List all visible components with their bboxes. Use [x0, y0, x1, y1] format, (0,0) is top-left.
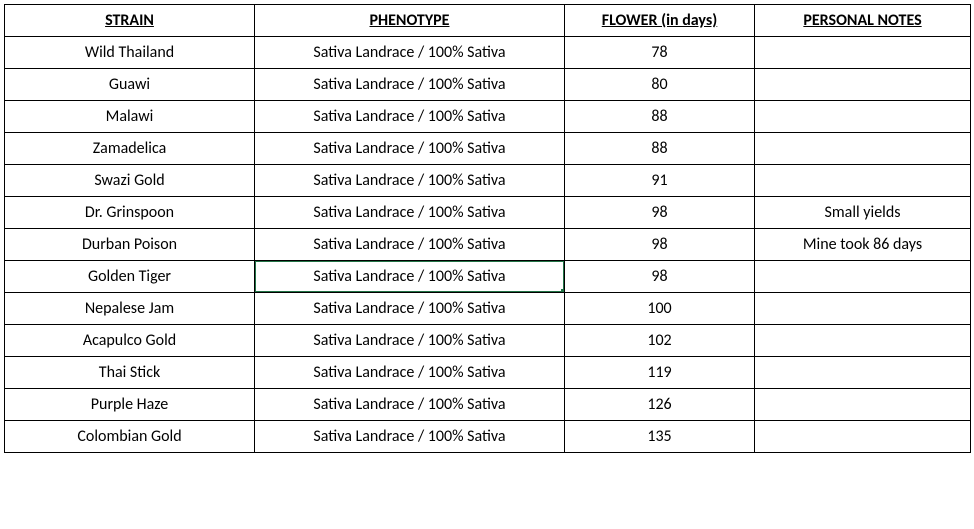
cell-phenotype[interactable]: Sativa Landrace / 100% Sativa [255, 133, 565, 165]
table-row: Acapulco Gold Sativa Landrace / 100% Sat… [5, 325, 971, 357]
cell-strain[interactable]: Colombian Gold [5, 421, 255, 453]
table-row: Malawi Sativa Landrace / 100% Sativa 88 [5, 101, 971, 133]
cell-notes[interactable]: Mine took 86 days [755, 229, 971, 261]
strains-table[interactable]: STRAIN PHENOTYPE FLOWER (in days) PERSON… [4, 4, 971, 453]
cell-flower[interactable]: 80 [565, 69, 755, 101]
col-header-flower[interactable]: FLOWER (in days) [565, 5, 755, 37]
cell-strain[interactable]: Thai Stick [5, 357, 255, 389]
cell-phenotype[interactable]: Sativa Landrace / 100% Sativa [255, 261, 565, 293]
cell-notes[interactable] [755, 293, 971, 325]
table-row: Purple Haze Sativa Landrace / 100% Sativ… [5, 389, 971, 421]
cell-strain[interactable]: Golden Tiger [5, 261, 255, 293]
cell-strain[interactable]: Wild Thailand [5, 37, 255, 69]
cell-notes[interactable] [755, 101, 971, 133]
table-row: Dr. Grinspoon Sativa Landrace / 100% Sat… [5, 197, 971, 229]
cell-phenotype[interactable]: Sativa Landrace / 100% Sativa [255, 293, 565, 325]
cell-strain[interactable]: Guawi [5, 69, 255, 101]
cell-notes[interactable]: Small yields [755, 197, 971, 229]
cell-flower[interactable]: 135 [565, 421, 755, 453]
cell-strain[interactable]: Zamadelica [5, 133, 255, 165]
cell-flower[interactable]: 88 [565, 101, 755, 133]
table-row: Thai Stick Sativa Landrace / 100% Sativa… [5, 357, 971, 389]
cell-strain[interactable]: Acapulco Gold [5, 325, 255, 357]
cell-phenotype[interactable]: Sativa Landrace / 100% Sativa [255, 325, 565, 357]
cell-notes[interactable] [755, 133, 971, 165]
cell-strain[interactable]: Malawi [5, 101, 255, 133]
cell-phenotype[interactable]: Sativa Landrace / 100% Sativa [255, 69, 565, 101]
cell-flower[interactable]: 100 [565, 293, 755, 325]
cell-phenotype[interactable]: Sativa Landrace / 100% Sativa [255, 197, 565, 229]
table-row: Golden Tiger Sativa Landrace / 100% Sati… [5, 261, 971, 293]
table-row: Nepalese Jam Sativa Landrace / 100% Sati… [5, 293, 971, 325]
table-row: Durban Poison Sativa Landrace / 100% Sat… [5, 229, 971, 261]
cell-phenotype[interactable]: Sativa Landrace / 100% Sativa [255, 421, 565, 453]
table-body: Wild Thailand Sativa Landrace / 100% Sat… [5, 37, 971, 453]
col-header-notes[interactable]: PERSONAL NOTES [755, 5, 971, 37]
table-header-row: STRAIN PHENOTYPE FLOWER (in days) PERSON… [5, 5, 971, 37]
cell-flower[interactable]: 126 [565, 389, 755, 421]
cell-notes[interactable] [755, 165, 971, 197]
cell-strain[interactable]: Dr. Grinspoon [5, 197, 255, 229]
cell-flower[interactable]: 78 [565, 37, 755, 69]
cell-flower[interactable]: 91 [565, 165, 755, 197]
cell-flower[interactable]: 98 [565, 197, 755, 229]
cell-notes[interactable] [755, 421, 971, 453]
cell-notes[interactable] [755, 261, 971, 293]
cell-phenotype[interactable]: Sativa Landrace / 100% Sativa [255, 389, 565, 421]
cell-notes[interactable] [755, 357, 971, 389]
cell-strain[interactable]: Durban Poison [5, 229, 255, 261]
cell-strain[interactable]: Purple Haze [5, 389, 255, 421]
cell-notes[interactable] [755, 69, 971, 101]
col-header-phenotype[interactable]: PHENOTYPE [255, 5, 565, 37]
cell-flower[interactable]: 88 [565, 133, 755, 165]
cell-flower[interactable]: 98 [565, 261, 755, 293]
cell-phenotype[interactable]: Sativa Landrace / 100% Sativa [255, 357, 565, 389]
table-row: Wild Thailand Sativa Landrace / 100% Sat… [5, 37, 971, 69]
cell-strain[interactable]: Nepalese Jam [5, 293, 255, 325]
cell-flower[interactable]: 102 [565, 325, 755, 357]
cell-phenotype[interactable]: Sativa Landrace / 100% Sativa [255, 165, 565, 197]
table-row: Guawi Sativa Landrace / 100% Sativa 80 [5, 69, 971, 101]
cell-notes[interactable] [755, 389, 971, 421]
cell-phenotype[interactable]: Sativa Landrace / 100% Sativa [255, 101, 565, 133]
cell-notes[interactable] [755, 325, 971, 357]
table-row: Colombian Gold Sativa Landrace / 100% Sa… [5, 421, 971, 453]
table-row: Swazi Gold Sativa Landrace / 100% Sativa… [5, 165, 971, 197]
cell-flower[interactable]: 98 [565, 229, 755, 261]
cell-flower[interactable]: 119 [565, 357, 755, 389]
table-row: Zamadelica Sativa Landrace / 100% Sativa… [5, 133, 971, 165]
cell-notes[interactable] [755, 37, 971, 69]
cell-phenotype[interactable]: Sativa Landrace / 100% Sativa [255, 37, 565, 69]
cell-phenotype[interactable]: Sativa Landrace / 100% Sativa [255, 229, 565, 261]
col-header-strain[interactable]: STRAIN [5, 5, 255, 37]
cell-strain[interactable]: Swazi Gold [5, 165, 255, 197]
